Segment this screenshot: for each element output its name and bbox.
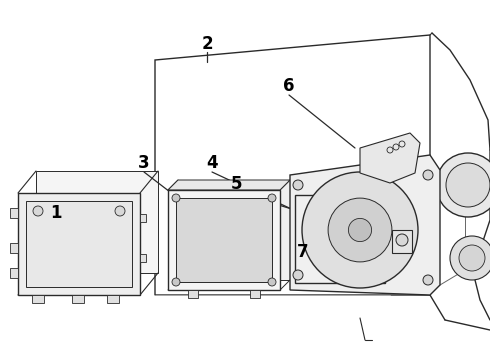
Circle shape — [446, 163, 490, 207]
Polygon shape — [188, 290, 198, 298]
Polygon shape — [392, 230, 412, 253]
Circle shape — [396, 234, 408, 246]
Polygon shape — [10, 268, 18, 278]
Circle shape — [423, 170, 433, 180]
Polygon shape — [36, 171, 158, 273]
Text: 5: 5 — [230, 175, 242, 193]
Polygon shape — [18, 193, 140, 295]
Polygon shape — [10, 208, 18, 218]
Circle shape — [302, 172, 418, 288]
Polygon shape — [295, 185, 395, 195]
Polygon shape — [140, 254, 146, 262]
Text: 4: 4 — [206, 154, 218, 172]
Circle shape — [328, 198, 392, 262]
Polygon shape — [32, 295, 44, 303]
Polygon shape — [107, 295, 119, 303]
Circle shape — [172, 194, 180, 202]
Text: 6: 6 — [283, 77, 295, 95]
Polygon shape — [295, 195, 385, 283]
Text: 7: 7 — [297, 243, 309, 261]
Circle shape — [293, 180, 303, 190]
Circle shape — [423, 275, 433, 285]
Circle shape — [33, 206, 43, 216]
Circle shape — [348, 219, 371, 242]
Circle shape — [436, 153, 490, 217]
Polygon shape — [140, 214, 146, 222]
Text: 3: 3 — [138, 154, 150, 172]
Circle shape — [268, 278, 276, 286]
Polygon shape — [290, 155, 440, 295]
Polygon shape — [176, 198, 272, 282]
Text: 2: 2 — [201, 35, 213, 53]
Polygon shape — [72, 295, 84, 303]
Circle shape — [450, 236, 490, 280]
Circle shape — [459, 245, 485, 271]
Circle shape — [172, 278, 180, 286]
Circle shape — [293, 270, 303, 280]
Polygon shape — [168, 180, 290, 190]
Polygon shape — [178, 180, 290, 280]
Circle shape — [268, 194, 276, 202]
Polygon shape — [26, 201, 132, 287]
Polygon shape — [10, 243, 18, 253]
Text: EL
3D: EL 3D — [331, 234, 339, 244]
Circle shape — [115, 206, 125, 216]
Polygon shape — [250, 290, 260, 298]
Polygon shape — [360, 133, 420, 183]
Polygon shape — [385, 185, 395, 283]
Text: 1: 1 — [50, 204, 62, 222]
Polygon shape — [168, 190, 280, 290]
